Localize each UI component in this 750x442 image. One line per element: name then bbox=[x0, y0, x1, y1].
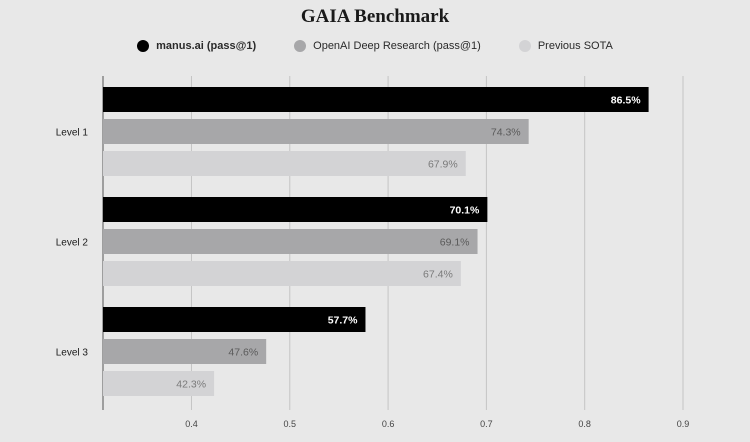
bar-openai-level-3 bbox=[103, 339, 267, 364]
bar-previous-sota-level-3 bbox=[103, 371, 215, 396]
data-label-openai-level-2: 69.1% bbox=[440, 237, 470, 249]
bar-manus-level-2 bbox=[103, 197, 488, 222]
x-tick-label: 0.7 bbox=[480, 419, 493, 429]
y-category-label: Level 3 bbox=[56, 348, 89, 359]
legend-item-manus: manus.ai (pass@1) bbox=[137, 40, 256, 52]
data-label-manus-level-2: 70.1% bbox=[450, 205, 480, 217]
data-label-manus-level-3: 57.7% bbox=[328, 315, 358, 327]
data-label-previous-sota-level-3: 42.3% bbox=[176, 379, 206, 391]
x-tick-label: 0.5 bbox=[284, 419, 297, 429]
data-label-openai-level-3: 47.6% bbox=[228, 347, 258, 359]
legend-label-previous-sota: Previous SOTA bbox=[537, 40, 613, 52]
bar-previous-sota-level-2 bbox=[103, 261, 461, 286]
bar-openai-level-2 bbox=[103, 229, 478, 254]
legend-label-openai: OpenAI Deep Research (pass@1) bbox=[313, 40, 481, 52]
legend-label-manus: manus.ai (pass@1) bbox=[156, 40, 257, 52]
bar-openai-level-1 bbox=[103, 119, 529, 144]
x-tick-label: 0.8 bbox=[578, 419, 591, 429]
bar-manus-level-1 bbox=[103, 87, 649, 112]
data-label-manus-level-1: 86.5% bbox=[611, 95, 641, 107]
data-label-openai-level-1: 74.3% bbox=[491, 127, 521, 139]
chart-legend: manus.ai (pass@1) OpenAI Deep Research (… bbox=[0, 40, 750, 52]
chart-title: GAIA Benchmark bbox=[300, 6, 450, 27]
legend-swatch-previous-sota bbox=[518, 40, 531, 52]
x-tick-label: 0.9 bbox=[677, 419, 690, 429]
y-category-label: Level 1 bbox=[56, 128, 89, 139]
legend-swatch-openai bbox=[294, 40, 307, 52]
legend-item-openai: OpenAI Deep Research (pass@1) bbox=[294, 40, 481, 52]
legend-item-previous-sota: Previous SOTA bbox=[518, 40, 613, 52]
x-tick-label: 0.4 bbox=[185, 419, 198, 429]
bar-manus-level-3 bbox=[103, 307, 366, 332]
y-category-label: Level 2 bbox=[56, 238, 89, 249]
data-label-previous-sota-level-2: 67.4% bbox=[423, 269, 453, 281]
legend-swatch-manus bbox=[137, 40, 150, 52]
bar-previous-sota-level-1 bbox=[103, 151, 466, 176]
data-label-previous-sota-level-1: 67.9% bbox=[428, 159, 458, 171]
x-tick-label: 0.6 bbox=[382, 419, 395, 429]
